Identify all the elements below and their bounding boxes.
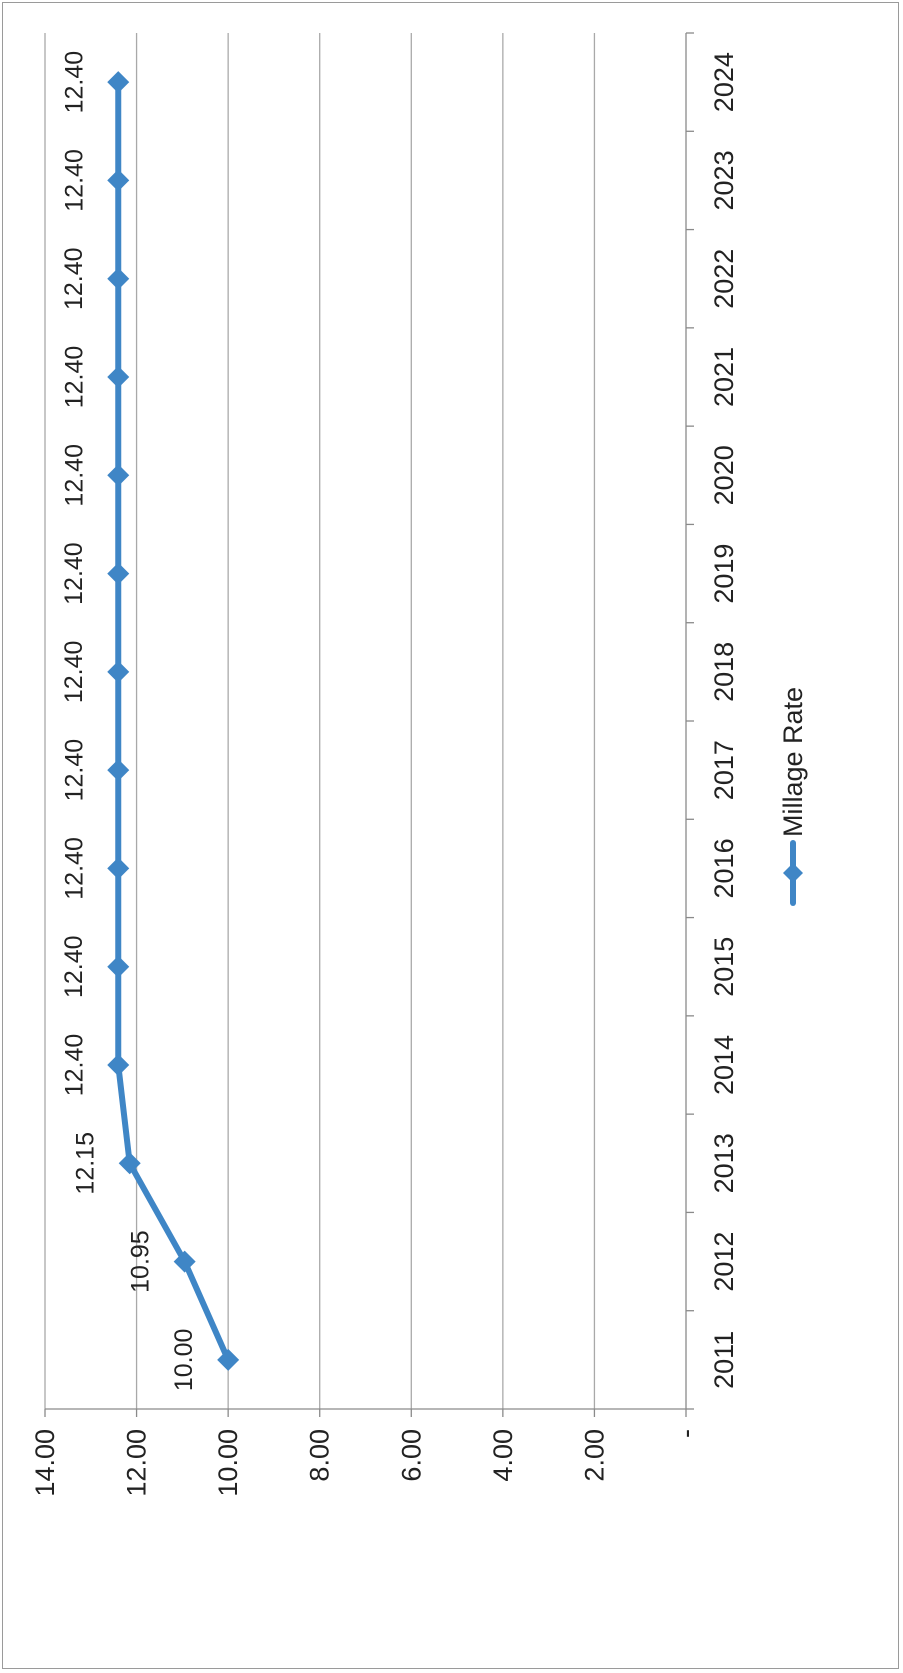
- data-point-marker: [107, 71, 130, 94]
- data-label: 12.40: [60, 346, 88, 409]
- value-tick-label: -: [671, 1429, 701, 1438]
- series-millage-rate: [107, 71, 240, 1371]
- data-point-marker: [107, 464, 130, 487]
- data-label: 12.40: [60, 935, 88, 998]
- data-point-marker: [107, 955, 130, 978]
- data-label: 12.40: [60, 542, 88, 605]
- category-tick-label: 2012: [709, 1232, 739, 1292]
- value-axis-tick-labels: - 2.00 4.00 6.00 8.00 10.00 12.00 14.00: [30, 1429, 701, 1497]
- data-label: 12.40: [60, 51, 88, 114]
- data-label: 12.40: [60, 641, 88, 704]
- value-tick-label: 6.00: [396, 1429, 426, 1482]
- data-label: 12.15: [72, 1132, 100, 1195]
- data-label: 12.40: [60, 739, 88, 802]
- data-point-marker: [217, 1348, 240, 1371]
- data-label: 12.40: [60, 444, 88, 507]
- category-tick-label: 2019: [709, 544, 739, 604]
- value-tick-label: 8.00: [305, 1429, 335, 1482]
- axes: [44, 32, 694, 1417]
- category-tick-label: 2015: [709, 937, 739, 997]
- legend-marker-swatch: [783, 863, 803, 883]
- data-point-marker: [118, 1152, 141, 1175]
- data-point-marker: [107, 857, 130, 880]
- legend: Millage Rate: [778, 687, 808, 906]
- series-line: [115, 79, 232, 1363]
- data-label: 12.40: [60, 149, 88, 212]
- value-tick-label: 12.00: [122, 1429, 152, 1497]
- data-labels: 10.00 10.95 12.15 12.40 12.40 12.40 12.40 12.40…: [60, 51, 198, 1391]
- category-tick-label: 2018: [709, 642, 739, 702]
- data-point-marker: [107, 562, 130, 585]
- data-label: 12.40: [60, 1034, 88, 1097]
- category-axis-tick-labels: 2011 2012 2013 2014 2015 2016 2017 2018 2019 2020…: [709, 52, 739, 1389]
- data-label: 10.00: [170, 1329, 198, 1392]
- value-tick-label: 10.00: [213, 1429, 243, 1497]
- category-tick-label: 2024: [709, 52, 739, 112]
- category-tick-label: 2023: [709, 150, 739, 210]
- category-tick-label: 2017: [709, 740, 739, 800]
- value-tick-label: 4.00: [488, 1429, 518, 1482]
- category-tick-label: 2020: [709, 445, 739, 505]
- data-point-marker: [107, 660, 130, 683]
- data-label: 12.40: [60, 837, 88, 900]
- data-point-marker: [107, 169, 130, 192]
- legend-label: Millage Rate: [778, 687, 808, 837]
- category-tick-label: 2013: [709, 1133, 739, 1193]
- category-tick-label: 2016: [709, 838, 739, 898]
- data-point-marker: [107, 1054, 130, 1076]
- category-tick-label: 2014: [709, 1035, 739, 1095]
- data-point-marker: [107, 267, 130, 290]
- data-label: 12.40: [60, 247, 88, 310]
- value-tick-label: 14.00: [30, 1429, 60, 1497]
- value-tick-label: 2.00: [579, 1429, 609, 1482]
- data-point-marker: [107, 366, 130, 388]
- category-tick-label: 2021: [709, 347, 739, 407]
- data-point-marker: [173, 1250, 196, 1273]
- gridlines: [44, 33, 596, 1409]
- category-tick-label: 2022: [709, 249, 739, 309]
- data-point-marker: [107, 759, 130, 782]
- data-label: 10.95: [127, 1230, 155, 1293]
- category-tick-label: 2011: [709, 1331, 739, 1389]
